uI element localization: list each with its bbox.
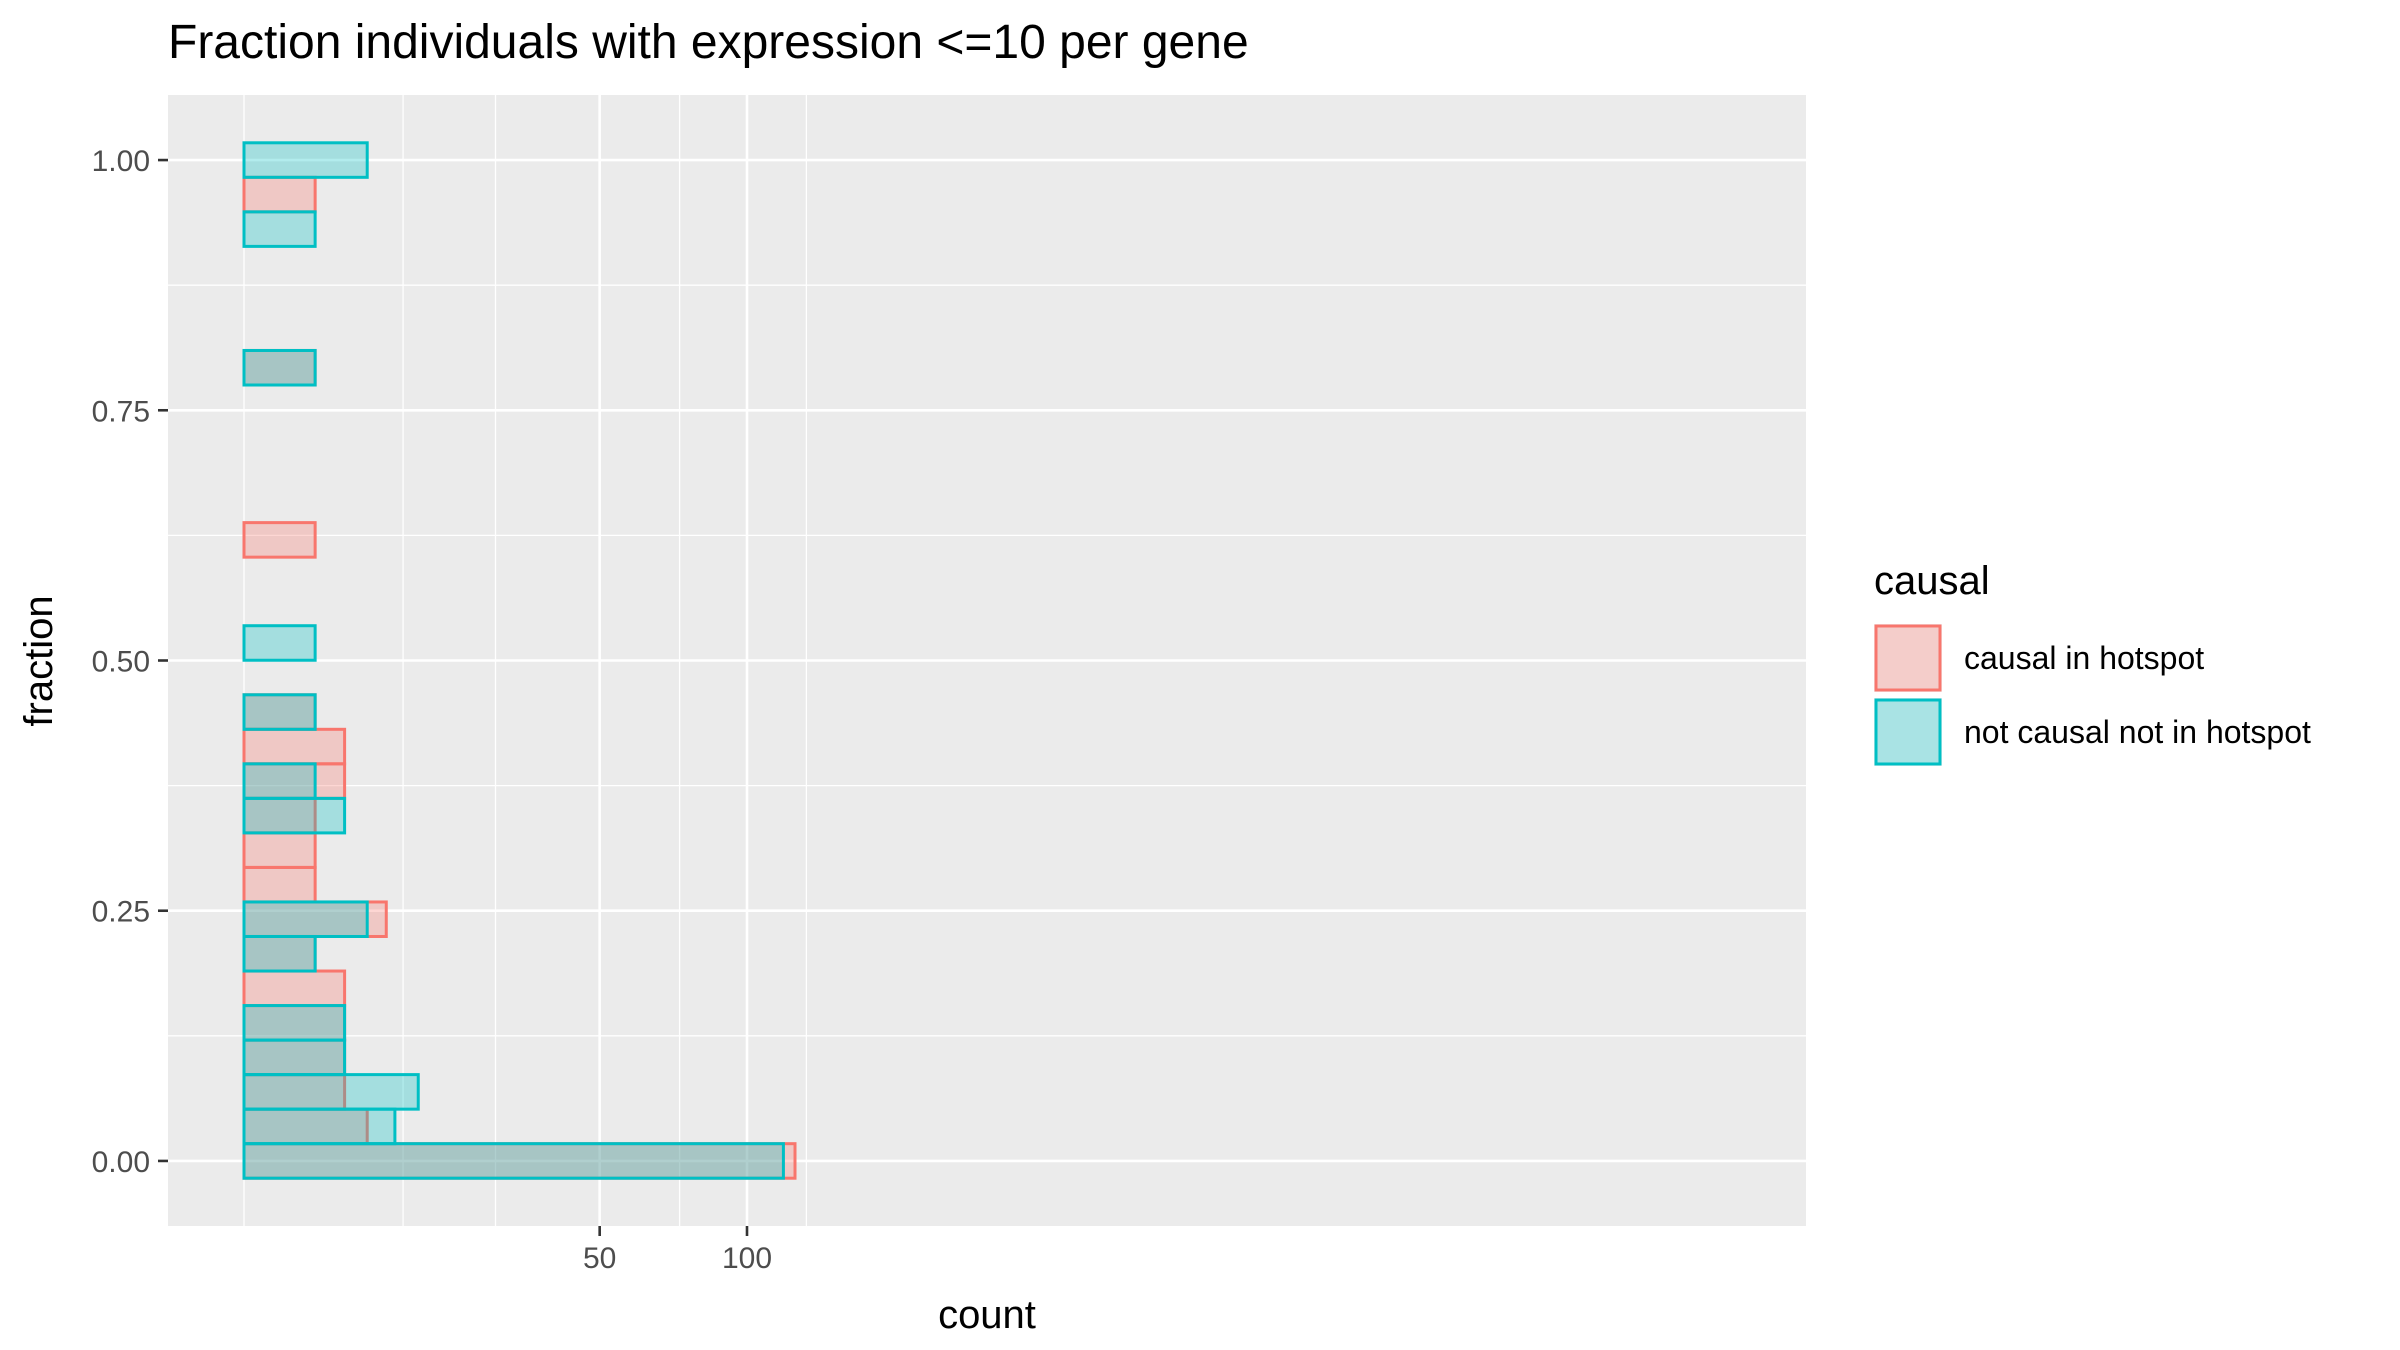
legend-key-background [1874, 698, 1942, 766]
chart-title: Fraction individuals with expression <=1… [168, 16, 1249, 69]
bar [242, 141, 369, 179]
series-1 [242, 141, 785, 1180]
y-tick-label: 1.00 [92, 145, 150, 178]
bar [242, 210, 317, 248]
bar [242, 1004, 347, 1042]
bar [242, 727, 347, 766]
legend-label: causal in hotspot [1964, 640, 2204, 676]
bar [242, 831, 317, 869]
legend-items: causal in hotspot not causal not in hotsp… [1874, 624, 2311, 766]
bar [242, 900, 369, 938]
bar [242, 1073, 420, 1111]
bar [242, 1004, 347, 1042]
bar [242, 969, 347, 1008]
bar [242, 934, 317, 973]
bar [242, 1038, 347, 1077]
x-axis-label: count [938, 1293, 1036, 1337]
legend-key [1874, 624, 1942, 692]
bar [242, 1107, 397, 1146]
y-tick-label: 0.25 [92, 896, 150, 929]
bar [242, 624, 317, 662]
bar [242, 693, 317, 731]
legend-label: not causal not in hotspot [1964, 714, 2311, 750]
bar [242, 1142, 785, 1180]
legend: causal causal in hotspot not causal not i… [1874, 559, 2311, 766]
bar [242, 762, 347, 800]
bar [242, 934, 317, 973]
bar [242, 796, 347, 835]
y-tick-label: 0.00 [92, 1146, 150, 1179]
histogram-bars [242, 141, 797, 1180]
legend-item: causal in hotspot [1874, 624, 2204, 692]
grid-lines [168, 95, 1806, 1226]
axes: 0.00 0.25 0.50 0.75 1.00 50 100 [92, 145, 772, 1275]
legend-title: causal [1874, 559, 1990, 603]
y-axis-label: fraction [17, 595, 61, 726]
x-tick-label: 100 [722, 1242, 772, 1275]
bar [242, 865, 317, 904]
bar [242, 1073, 347, 1111]
bar [242, 762, 317, 800]
y-tick-label: 0.50 [92, 646, 150, 679]
bar [242, 521, 317, 559]
legend-key [1874, 698, 1942, 766]
y-tick-label: 0.75 [92, 395, 150, 428]
bar [242, 175, 317, 214]
bar [242, 348, 317, 387]
legend-item: not causal not in hotspot [1874, 698, 2311, 766]
legend-key-background [1874, 624, 1942, 692]
x-tick-label: 50 [583, 1242, 616, 1275]
